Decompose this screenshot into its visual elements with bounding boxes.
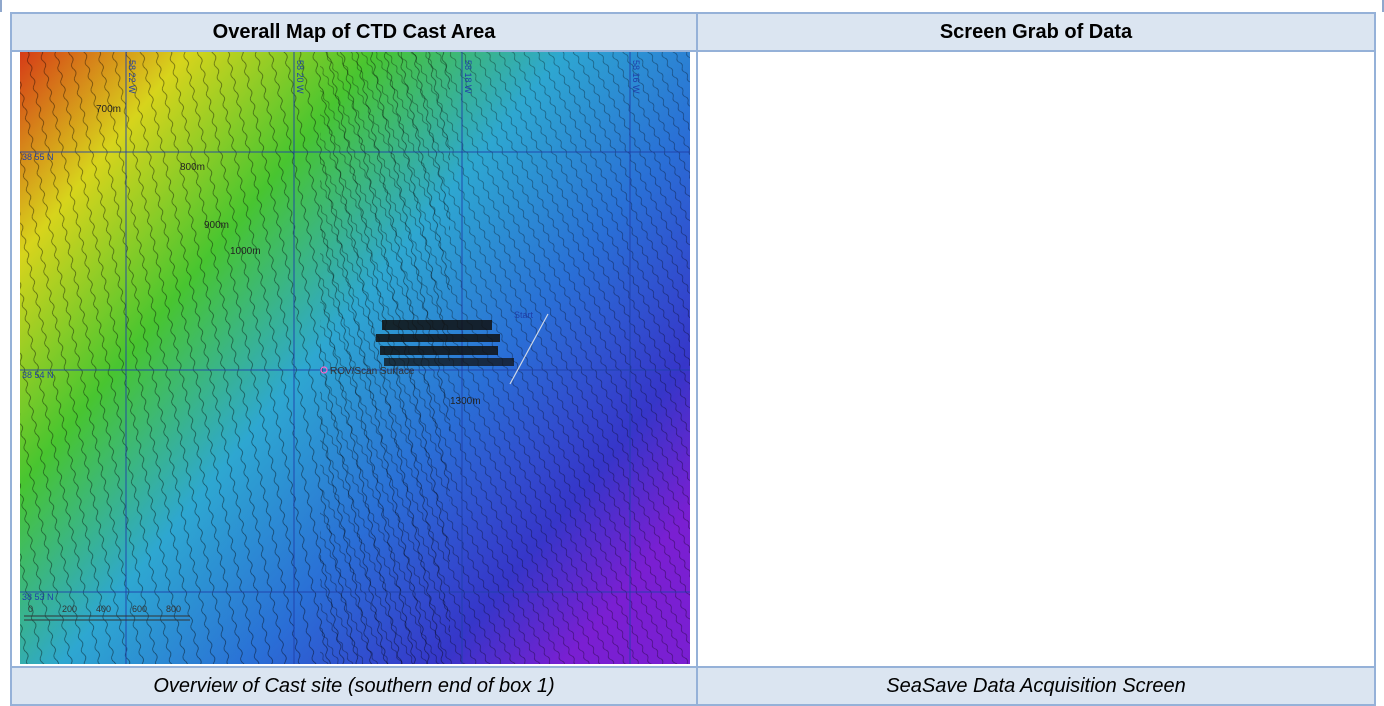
- start-label: Start: [514, 310, 534, 320]
- svg-text:400: 400: [96, 604, 111, 614]
- grid-label-top-4: 58 16 W: [631, 60, 641, 94]
- grid-label-left-1: 38 55 N: [22, 152, 54, 162]
- grid-label-top-2: 58 20 W: [295, 60, 305, 94]
- grid-label-left-2: 38 54 N: [22, 370, 54, 380]
- svg-text:600: 600: [132, 604, 147, 614]
- depth-label-3: 900m: [204, 220, 229, 231]
- grid-label-top-3: 58 18 W: [463, 60, 473, 94]
- cast-summary-table: Overall Map of CTD Cast Area Screen Grab…: [10, 12, 1376, 706]
- top-border-strip: [0, 0, 1384, 12]
- svg-text:200: 200: [62, 604, 77, 614]
- depth-label-2: 800m: [180, 162, 205, 173]
- caption-screen-grab: SeaSave Data Acquisition Screen: [696, 666, 1376, 706]
- header-screen-grab: Screen Grab of Data: [696, 12, 1376, 52]
- svg-text:800: 800: [166, 604, 181, 614]
- map-cell: 58 22 W 58 20 W 58 18 W 58 16 W 38 55 N …: [10, 50, 698, 668]
- depth-label-5: 1300m: [450, 396, 481, 407]
- svg-text:0: 0: [28, 604, 33, 614]
- depth-label-4: 1000m: [230, 246, 261, 257]
- depth-label-1: 700m: [96, 104, 121, 115]
- caption-map: Overview of Cast site (southern end of b…: [10, 666, 698, 706]
- grid-label-left-3: 38 53 N: [22, 592, 54, 602]
- screen-grab-cell: [696, 50, 1376, 668]
- bathymetry-map-image: 58 22 W 58 20 W 58 18 W 58 16 W 38 55 N …: [20, 52, 690, 664]
- header-map: Overall Map of CTD Cast Area: [10, 12, 698, 52]
- bathymetry-map-icon: 58 22 W 58 20 W 58 18 W 58 16 W 38 55 N …: [20, 52, 690, 664]
- scale-bar: 0 200 400 600 800: [24, 604, 190, 621]
- site-label: ROV/Scan Surface: [330, 366, 415, 377]
- grid-label-top-1: 58 22 W: [127, 60, 137, 94]
- cast-site-marker: ROV/Scan Surface Start: [320, 310, 549, 385]
